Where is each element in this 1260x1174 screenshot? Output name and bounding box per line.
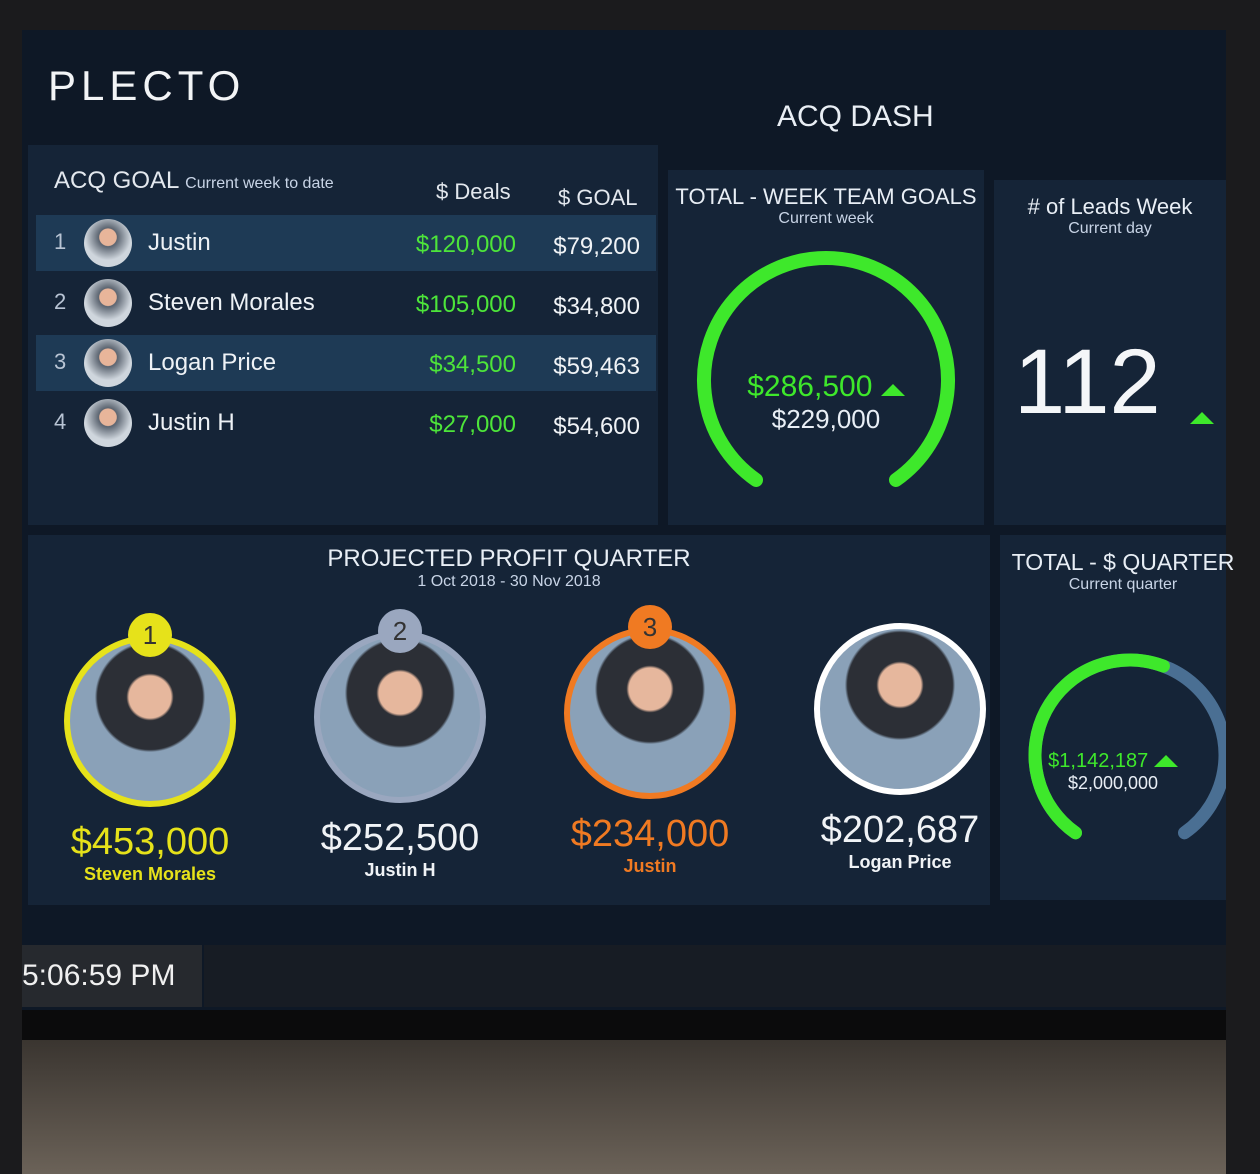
rank-badge: 1 [128,613,172,657]
tv-screen: PLECTO ACQ DASH ACQ GOAL Current week to… [22,30,1234,1040]
gauge-target: $2,000,000 [1067,773,1159,793]
gauge-target: $229,000 [771,404,881,434]
panel-subtitle: 1 Oct 2018 - 30 Nov 2018 [417,573,601,590]
panel-title: PROJECTED PROFIT QUARTER [327,545,691,572]
avatar [564,627,736,799]
avatar [814,623,986,795]
footer-bar [204,945,1226,1007]
panel-subtitle: Current day [1068,220,1152,237]
col-goal: $ GOAL [558,185,638,210]
gauge-value: $1,142,187 [1048,750,1149,772]
room-background [22,1040,1226,1174]
rank: 3 [54,349,67,374]
agent-name: Steven Morales [148,289,315,316]
agent-name: Justin H [148,409,235,436]
week-goal-gauge [697,251,955,487]
rank-badge: 3 [628,605,672,649]
profit-amount: $202,687 [820,809,980,851]
leader-card: 3 $234,000 Justin [540,605,760,877]
panel-title: TOTAL - WEEK TEAM GOALS [675,184,977,209]
rank: 1 [54,229,67,254]
avatar [314,631,486,803]
trend-up-icon [1190,412,1214,424]
gauge-value: $286,500 [747,370,873,403]
col-deals: $ Deals [436,179,511,204]
profit-amount: $453,000 [70,821,230,863]
gauge-fill [1028,653,1170,840]
agent-name: Justin [148,229,211,256]
deals-value: $105,000 [415,291,516,318]
leads-panel: # of Leads Week Current day 112 [994,180,1226,525]
leaderboard-row: 4 Justin H $27,000 $54,600 [36,395,656,451]
goal-value: $54,600 [553,413,640,440]
agent-name: Justin H [364,860,436,880]
profit-amount: $252,500 [320,817,480,859]
agent-name: Justin [623,856,677,876]
panel-title: TOTAL - $ QUARTER [1011,549,1235,575]
panel-title: # of Leads Week [1027,194,1193,219]
dashboard-title: ACQ DASH [777,100,934,133]
avatar [84,399,132,447]
deals-value: $27,000 [429,411,516,438]
avatar [84,219,132,267]
agent-name: Logan Price [148,349,277,376]
agent-name: Steven Morales [83,864,217,884]
profit-amount: $234,000 [570,813,730,855]
goal-value: $79,200 [553,233,640,260]
acq-goal-panel: ACQ GOAL Current week to date $ Deals $ … [28,145,658,525]
week-goals-panel: TOTAL - WEEK TEAM GOALS Current week $286… [668,170,984,525]
rank: 4 [54,409,67,434]
leader-card: 1 $453,000 Steven Morales [40,613,260,885]
goal-value: $59,463 [553,353,640,380]
rank: 2 [54,289,67,314]
clock: 5:06:59 PM [22,945,202,1007]
leaderboard-row: 3 Logan Price $34,500 $59,463 [36,335,656,391]
leads-count: 112 [1014,331,1161,433]
panel-title: ACQ GOAL [54,167,179,194]
agent-name: Logan Price [848,852,952,872]
leaderboard-row: 2 Steven Morales $105,000 $34,800 [36,275,656,331]
avatar [84,279,132,327]
leaderboard-row: 1 Justin $120,000 $79,200 [36,215,656,271]
quarter-total-panel: TOTAL - $ QUARTER Current quarter $1,142,… [1000,535,1234,900]
quarter-gauge [1028,653,1226,840]
panel-subtitle: Current week to date [185,175,334,192]
gauge-fill [697,251,955,487]
leader-card: 2 $252,500 Justin H [290,609,510,881]
panel-subtitle: Current quarter [1068,576,1178,593]
trend-up-icon [1153,755,1178,767]
panel-subtitle: Current week [778,210,874,227]
deals-value: $120,000 [415,231,516,258]
projected-profit-panel: PROJECTED PROFIT QUARTER 1 Oct 2018 - 30 … [28,535,990,905]
avatar [84,339,132,387]
plecto-logo: PLECTO [48,62,246,109]
trend-up-icon [880,384,905,396]
rank-badge: 2 [378,609,422,653]
deals-value: $34,500 [429,351,516,378]
leader-card: $202,687 Logan Price [790,623,1010,873]
goal-value: $34,800 [553,293,640,320]
avatar [64,635,236,807]
